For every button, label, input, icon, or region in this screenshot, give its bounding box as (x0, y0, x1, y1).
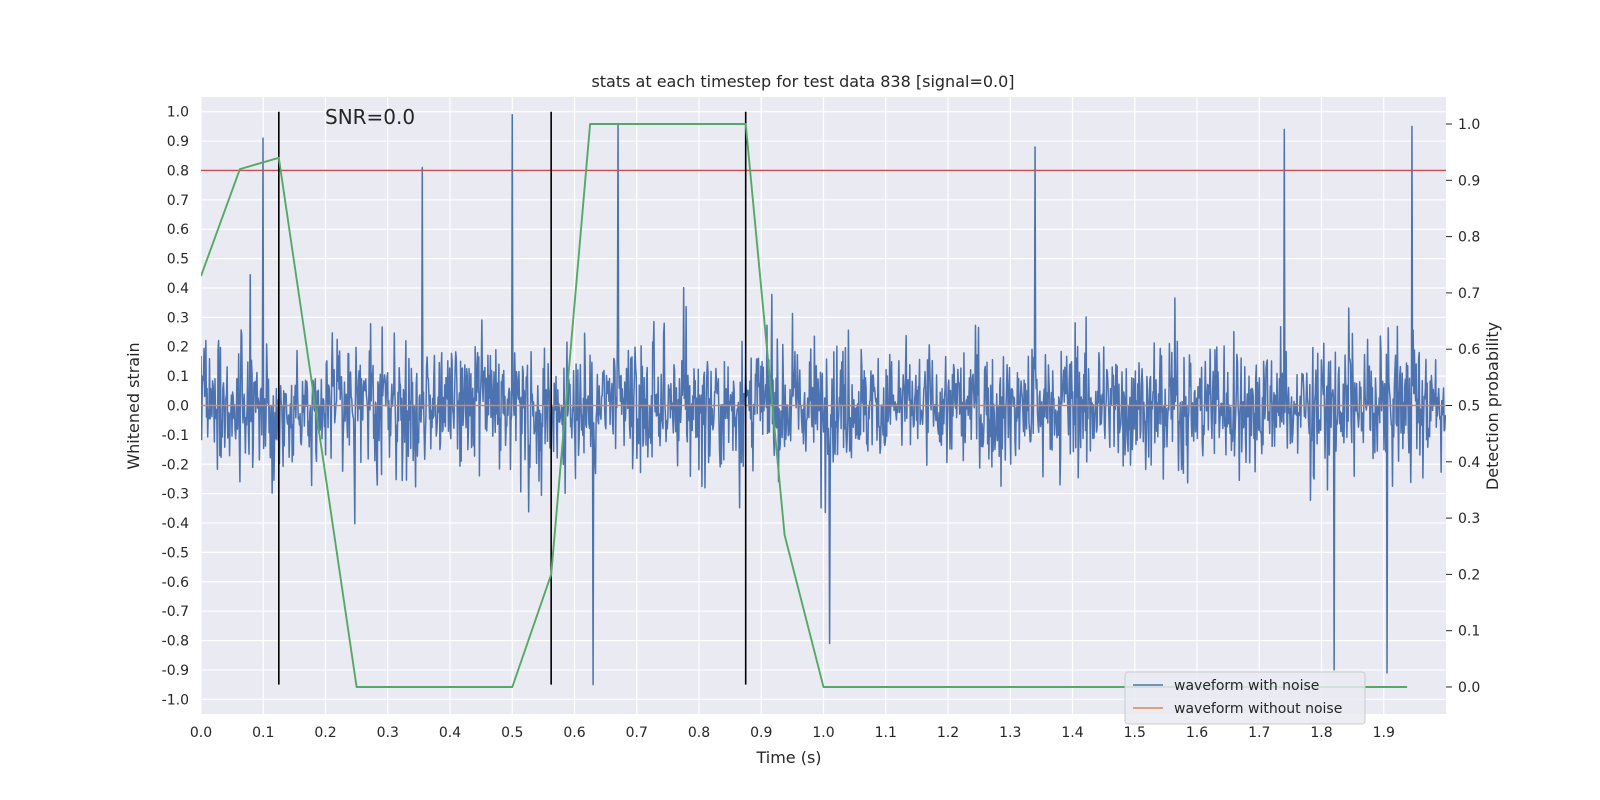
x-tick-label: 1.4 (1061, 725, 1083, 741)
x-tick-label: 1.6 (1186, 725, 1208, 741)
y-right-tick-label: 0.5 (1458, 399, 1480, 415)
x-tick-label: 0.0 (190, 725, 212, 741)
y-tick-label: 0.4 (167, 281, 189, 297)
y-right-tick-label: 0.7 (1458, 286, 1480, 302)
y-tick-label: 0.3 (167, 310, 189, 326)
y-axis-right-label: Detection probability (1483, 322, 1502, 490)
y-right-tick-label: 0.9 (1458, 173, 1480, 189)
y-tick-label: -0.7 (162, 604, 189, 620)
y-right-tick-label: 0.3 (1458, 511, 1480, 527)
y-tick-label: 0.2 (167, 340, 189, 356)
x-tick-label: 0.5 (501, 725, 523, 741)
x-axis-ticks: 0.0 0.1 0.2 0.3 0.4 0.5 0.6 0.7 0.8 0.9 1.0 1.1 1.2 1… (190, 725, 1395, 741)
x-tick-label: 0.2 (314, 725, 336, 741)
y-tick-label: -0.9 (162, 663, 189, 679)
snr-annotation: SNR=0.0 (325, 105, 415, 129)
y-tick-label: -0.1 (162, 428, 189, 444)
x-tick-label: 0.8 (688, 725, 710, 741)
y-tick-label: 0.8 (167, 163, 189, 179)
vertical-markers (278, 111, 747, 685)
y-tick-label: 1.0 (167, 105, 189, 121)
y-tick-label: 0.6 (167, 222, 189, 238)
waveform-with-noise-line (201, 113, 1446, 686)
legend: waveform with noise waveform without noi… (1124, 671, 1366, 725)
y-tick-label: -0.5 (162, 545, 189, 561)
y-right-tick-label: 0.4 (1458, 455, 1480, 471)
y-right-tick-label: 0.1 (1458, 624, 1480, 640)
y-right-tick-label: 1.0 (1458, 117, 1480, 133)
x-tick-label: 0.7 (626, 725, 648, 741)
x-tick-label: 0.4 (439, 725, 461, 741)
x-axis-label: Time (s) (755, 748, 821, 767)
x-tick-label: 0.1 (252, 725, 274, 741)
x-tick-label: 1.0 (812, 725, 834, 741)
legend-label-noise: waveform with noise (1174, 678, 1319, 694)
y-right-tick-label: 0.2 (1458, 567, 1480, 583)
y-tick-label: -0.4 (162, 516, 189, 532)
x-tick-label: 0.6 (563, 725, 585, 741)
detection-probability-line (201, 123, 1408, 688)
y-right-tick-label: 0.8 (1458, 230, 1480, 246)
y-axis-ticks: 1.0 0.9 0.8 0.7 0.6 0.5 0.4 0.3 0.2 0.1 0.0 -0.1 -0.… (162, 105, 189, 709)
x-tick-label: 1.2 (937, 725, 959, 741)
x-tick-label: 1.8 (1310, 725, 1332, 741)
x-tick-label: 1.7 (1248, 725, 1270, 741)
y-tick-label: 0.5 (167, 252, 189, 268)
y-tick-label: -0.2 (162, 457, 189, 473)
y-tick-label: -0.6 (162, 575, 189, 591)
x-tick-label: 1.9 (1373, 725, 1395, 741)
y-axis-right-ticks: 1.0 0.9 0.8 0.7 0.6 0.5 0.4 0.3 0.2 0.1 0.0 (1446, 117, 1480, 696)
y-tick-label: -0.8 (162, 634, 189, 650)
legend-box (1124, 671, 1366, 725)
legend-label-clean: waveform without noise (1174, 701, 1342, 717)
y-tick-label: 0.1 (167, 369, 189, 385)
series-detection-probability (201, 123, 1408, 688)
y-right-tick-label: 0.6 (1458, 342, 1480, 358)
x-tick-label: 1.5 (1124, 725, 1146, 741)
y-axis-label: Whitened strain (124, 342, 143, 469)
y-tick-label: -0.3 (162, 487, 189, 503)
y-tick-label: 0.7 (167, 193, 189, 209)
x-tick-label: 0.9 (750, 725, 772, 741)
x-tick-label: 0.3 (377, 725, 399, 741)
y-tick-label: 0.0 (167, 399, 189, 415)
chart-title: stats at each timestep for test data 838… (591, 72, 1014, 91)
series-waveform-with-noise (201, 113, 1446, 686)
y-tick-label: 0.9 (167, 134, 189, 150)
y-tick-label: -1.0 (162, 692, 189, 708)
y-right-tick-label: 0.0 (1458, 680, 1480, 696)
x-tick-label: 1.3 (999, 725, 1021, 741)
x-tick-label: 1.1 (875, 725, 897, 741)
